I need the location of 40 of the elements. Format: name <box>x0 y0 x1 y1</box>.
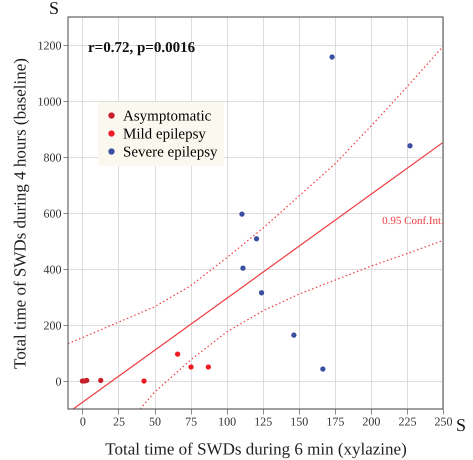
y-tick-label: 1000 <box>38 94 62 108</box>
point <box>188 364 194 370</box>
y-tick-label: 0 <box>56 374 62 388</box>
x-axis-title: Total time of SWDs during 6 min (xylazine) <box>105 440 407 458</box>
text: S <box>456 415 466 435</box>
text: S <box>48 0 60 18</box>
point <box>141 378 147 384</box>
x-tick-label: 25 <box>112 414 125 428</box>
y-tick-label: 800 <box>44 150 62 164</box>
point <box>254 236 260 242</box>
point <box>174 351 180 357</box>
legend-label: Mild epilepsy <box>123 126 206 142</box>
x-tick-label: 100 <box>218 414 236 428</box>
x-tick-label: 125 <box>254 414 272 428</box>
point <box>329 54 335 60</box>
point <box>407 143 413 148</box>
x-tick-label: 250 <box>434 414 452 428</box>
annotation: r=0.72, p=0.0016 <box>88 40 196 56</box>
x-tick-label: 0 <box>80 414 86 428</box>
x-tick-label: 225 <box>398 414 416 428</box>
y-tick-label: 1200 <box>38 38 62 52</box>
x-tick-label: 75 <box>185 414 198 428</box>
y-tick-label: 400 <box>44 262 62 276</box>
point <box>206 364 211 370</box>
y-tick-label: 200 <box>44 318 62 332</box>
point <box>258 290 264 296</box>
legend-label: Severe epilepsy <box>123 144 218 160</box>
point <box>98 378 104 384</box>
point <box>240 266 246 271</box>
line-series <box>140 240 443 409</box>
y-axis-title: Total time of SWDs during 4 hours (baseline) <box>10 58 30 369</box>
x-tick-label: 175 <box>326 414 344 428</box>
x-tick-label: 200 <box>362 414 380 428</box>
y-tick-label: 600 <box>44 206 62 220</box>
x-tick-label: 50 <box>149 414 162 428</box>
point <box>291 332 297 338</box>
legend-label: Asymptomatic <box>123 108 212 124</box>
point <box>320 366 326 372</box>
x-tick-label: 150 <box>290 414 308 428</box>
point <box>239 211 245 217</box>
